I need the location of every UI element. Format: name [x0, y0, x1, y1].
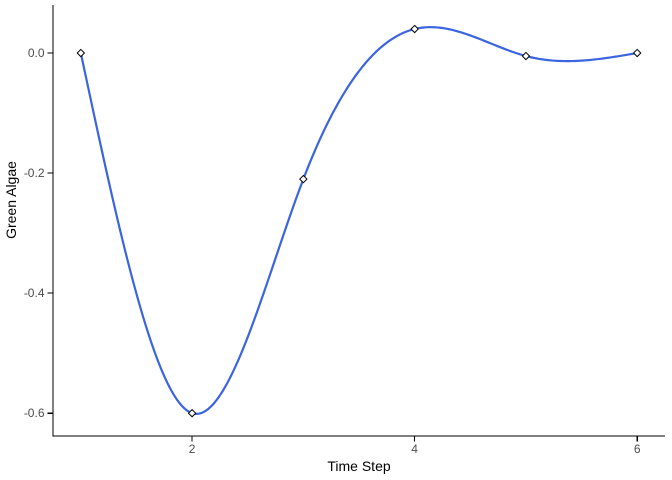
x-tick-label: 6 [634, 442, 641, 456]
data-point-marker [410, 24, 419, 34]
y-tick-label: -0.4 [24, 286, 45, 300]
data-point-marker [299, 174, 308, 184]
y-tick-label: -0.2 [24, 166, 45, 180]
data-point-marker [187, 408, 197, 418]
y-tick-label: 0.0 [28, 46, 45, 60]
y-tick-label: -0.6 [24, 406, 45, 420]
x-tick-label: 2 [189, 442, 196, 456]
data-point-marker [521, 51, 531, 61]
x-tick-label: 4 [411, 442, 418, 456]
axes-layer: 0.0 -0.2 -0.4 -0.6 2 4 6 [24, 5, 665, 456]
series-layer [76, 24, 642, 418]
data-point-marker [76, 48, 86, 58]
y-axis-title: Green Algae [3, 161, 19, 239]
data-point-marker [632, 48, 642, 58]
series-line [79, 26, 639, 415]
x-axis-title: Time Step [327, 458, 390, 474]
